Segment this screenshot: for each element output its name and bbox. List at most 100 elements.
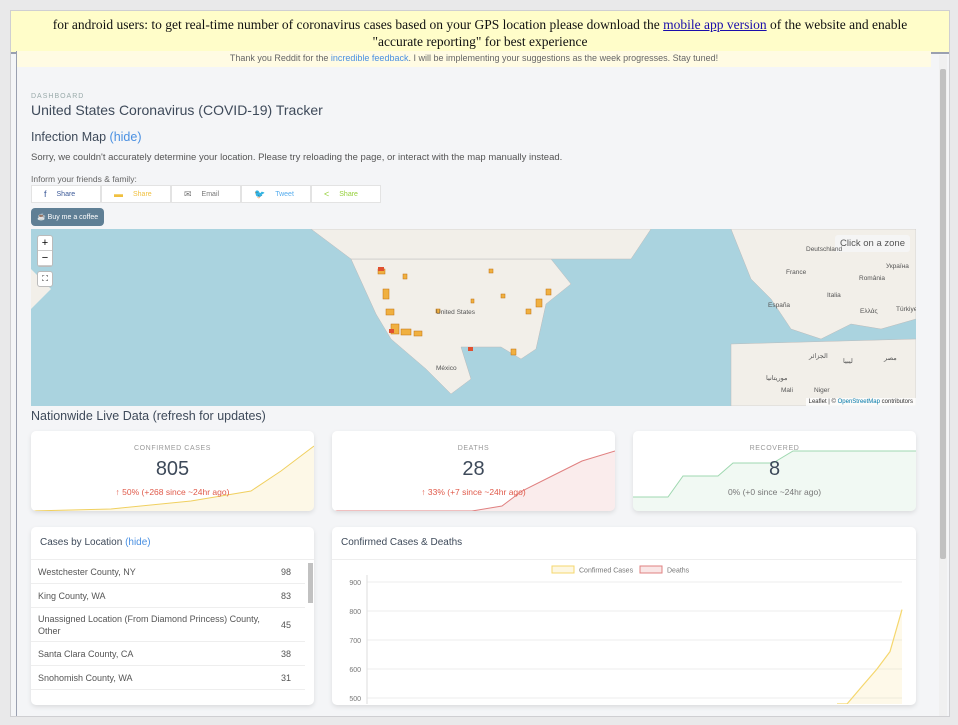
confirmed-area [837,609,902,704]
thanks-notice: Thank you Reddit for the incredible feed… [17,51,931,67]
map-place-label: Mali [781,387,793,394]
stat-label: DEATHS [457,445,490,452]
map-place-label: Україна [886,263,909,270]
location-count: 83 [280,590,291,601]
share-button-share[interactable]: f Share [31,185,101,203]
osm-link[interactable]: OpenStreetMap [837,399,880,405]
location-row[interactable]: Unassigned Location (From Diamond Prince… [31,608,305,642]
y-tick-label: 700 [349,638,361,645]
map-place-label: España [768,302,791,309]
legend-label: Deaths [667,568,690,575]
attribution-text: Leaflet | © [808,399,838,405]
location-name: Snohomish County, WA [38,672,133,683]
map-place-label: Deutschland [806,246,843,253]
location-row[interactable]: King County, WA 83 [31,584,305,608]
location-name: Unassigned Location (From Diamond Prince… [38,613,260,636]
scrollbar-thumb[interactable] [940,69,946,559]
map-tiles [31,229,916,406]
live-data-heading: Nationwide Live Data (refresh for update… [31,409,266,423]
map-place-label: México [436,365,457,372]
share-button-share[interactable]: < Share [311,185,381,203]
coffee-label: Buy me a coffee [47,214,99,221]
facebook-icon: f [44,189,47,199]
infection-map-heading: Infection Map (hide) [31,130,142,144]
location-count: 45 [280,619,291,630]
sms-icon: ▬ [114,189,123,199]
map-title: Infection Map [31,130,107,144]
sparkline [31,445,314,511]
thanks-text-end: . I will be implementing your suggestion… [408,53,719,63]
zone-info: Click on a zone [835,235,910,252]
page-scrollbar[interactable] [939,55,947,716]
share-bar: f Share ▬ Share ✉ Email 🐦 Tweet < Share [31,185,381,203]
fullscreen-button[interactable]: ⛶ [37,271,53,287]
map-place-label: United States [436,309,476,316]
map-place-label: الجزائر [809,353,828,360]
stat-value: 8 [768,458,781,480]
browser-window: for android users: to get real-time numb… [10,10,950,717]
share-label: Tweet [275,190,294,198]
page-title: United States Coronavirus (COVID-19) Tra… [31,102,323,118]
location-name: King County, WA [38,590,106,601]
locations-title: Cases by Location [40,537,123,548]
share-button-email[interactable]: ✉ Email [171,185,241,203]
buy-coffee-button[interactable]: ☕ Buy me a coffee [31,208,105,226]
location-name: Westchester County, NY [38,566,136,577]
chart-card: Confirmed Cases & Deaths 900 800 700 600 500… [332,527,916,705]
location-name: Santa Clara County, CA [38,648,134,659]
stat-change: ↑ 50% (+268 since ~24hr ago) [115,487,230,497]
share-label: Share [339,190,358,198]
sparkline [332,450,615,511]
zoom-out-button[interactable]: − [38,251,52,266]
location-count: 31 [280,672,291,683]
share-label: Email [201,190,220,198]
location-row[interactable]: Snohomish County, WA 31 [31,666,305,690]
map-place-label: Ελλάς [860,308,878,315]
location-note: Sorry, we couldn't accurately determine … [31,152,563,163]
stat-value: 28 [462,458,485,480]
map-place-label: România [859,275,886,282]
sparkline [633,450,916,511]
map-place-label: موريتانيا [766,375,788,382]
locations-scrollbar[interactable] [308,563,313,603]
y-tick-label: 500 [349,696,361,703]
attribution-text-end: contributors [879,399,913,405]
share-button-share[interactable]: ▬ Share [101,185,171,203]
location-row[interactable]: Westchester County, NY 98 [31,560,305,584]
banner-text-end: of the website and enable "accurate repo… [372,17,908,49]
map-place-label: Italia [827,292,841,299]
share-label: Share [56,190,76,198]
location-count: 38 [280,648,291,659]
zoom-control: + − [37,235,53,267]
cases-deaths-chart: 900 800 700 600 500 Confirmed Cases Deaths [349,565,903,704]
page-content: Thank you Reddit for the incredible feed… [16,51,931,716]
y-tick-label: 800 [349,609,361,616]
location-row[interactable]: Santa Clara County, CA 38 [31,642,305,666]
stat-card-confirmed-cases: CONFIRMED CASES 805 ↑ 50% (+268 since ~24h… [31,431,314,511]
legend-label: Confirmed Cases [579,568,634,575]
map-attribution: Leaflet | © OpenStreetMap contributors [805,398,916,406]
zoom-in-button[interactable]: + [38,236,52,251]
map-place-label: Türkiye [896,306,916,313]
map-place-label: ليبيا [843,358,853,365]
stat-card-deaths: DEATHS 28 ↑ 33% (+7 since ~24hr ago) [332,431,615,511]
mobile-app-link[interactable]: mobile app version [663,17,767,32]
y-tick-label: 600 [349,667,361,674]
y-tick-label: 900 [349,580,361,587]
android-banner: for android users: to get real-time numb… [11,11,949,54]
hide-map-link[interactable]: (hide) [109,130,142,144]
hide-locations-link[interactable]: (hide) [125,537,151,548]
stat-value: 805 [155,458,190,480]
map-place-label: Niger [814,387,830,394]
inform-label: Inform your friends & family: [31,174,137,184]
stat-change: ↑ 33% (+7 since ~24hr ago) [421,487,526,497]
share-label: Share [133,190,152,198]
share-button-tweet[interactable]: 🐦 Tweet [241,185,311,203]
legend-swatch [639,565,663,574]
stat-label: CONFIRMED CASES [133,445,212,452]
location-count: 98 [280,566,291,577]
thanks-text: Thank you Reddit for the [229,53,331,63]
feedback-link[interactable]: incredible feedback [330,53,409,63]
chart-header: Confirmed Cases & Deaths [332,527,916,560]
infection-map[interactable]: + − ⛶ Click on a zone United States México… [31,229,916,406]
